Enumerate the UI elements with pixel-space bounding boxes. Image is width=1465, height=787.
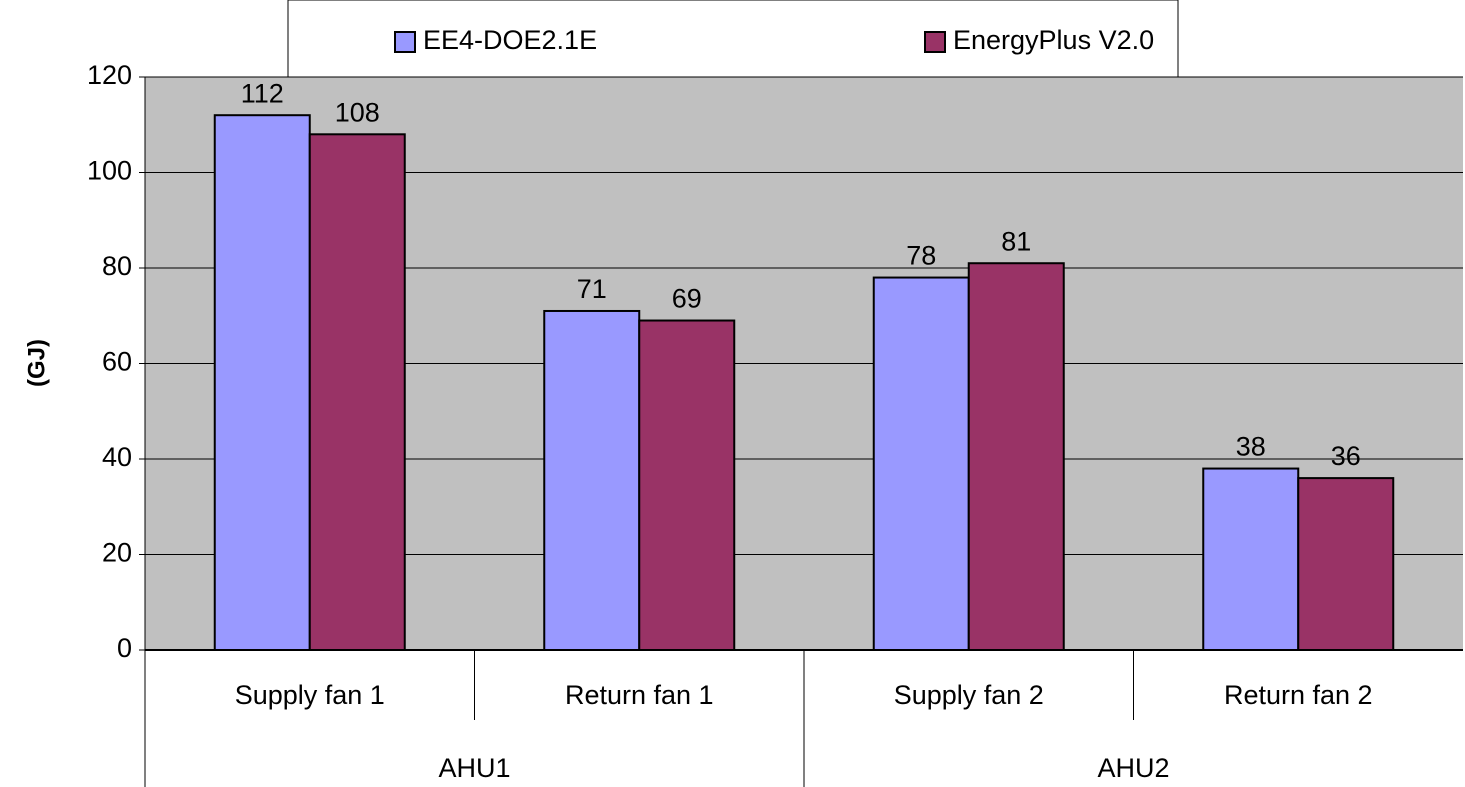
y-tick-label: 20 — [102, 538, 132, 568]
y-tick-label: 40 — [102, 442, 132, 472]
data-label: 38 — [1236, 432, 1266, 462]
data-label: 108 — [335, 97, 380, 127]
x-tick-label: Return fan 1 — [565, 680, 714, 710]
legend-swatch — [394, 31, 416, 53]
x-tick-label: Supply fan 2 — [894, 680, 1044, 710]
y-tick-label: 0 — [117, 633, 132, 663]
bar — [872, 276, 970, 651]
y-tick-label: 100 — [87, 156, 132, 186]
data-label: 36 — [1331, 441, 1361, 471]
y-tick-label: 80 — [102, 251, 132, 281]
bar — [1202, 467, 1300, 651]
bar — [638, 319, 736, 651]
y-tick-label: 60 — [102, 347, 132, 377]
x-tick-label: Supply fan 1 — [235, 680, 385, 710]
legend-box — [287, 0, 1179, 78]
bar — [543, 309, 641, 651]
group-label: AHU1 — [438, 753, 510, 783]
data-label: 81 — [1001, 226, 1031, 256]
y-tick-label: 120 — [87, 60, 132, 90]
legend-label: EE4-DOE2.1E — [423, 25, 597, 55]
bar — [1297, 477, 1395, 651]
bar — [967, 262, 1065, 651]
bar — [213, 114, 311, 651]
data-label: 112 — [241, 78, 284, 108]
data-label: 78 — [906, 241, 936, 271]
x-tick-label: Return fan 2 — [1224, 680, 1373, 710]
legend-swatch — [924, 31, 946, 53]
data-label: 71 — [577, 274, 607, 304]
bar — [308, 133, 406, 652]
legend-label: EnergyPlus V2.0 — [953, 25, 1154, 55]
data-label: 69 — [672, 284, 702, 314]
group-label: AHU2 — [1097, 753, 1169, 783]
y-axis-label: (GJ) — [23, 339, 50, 387]
